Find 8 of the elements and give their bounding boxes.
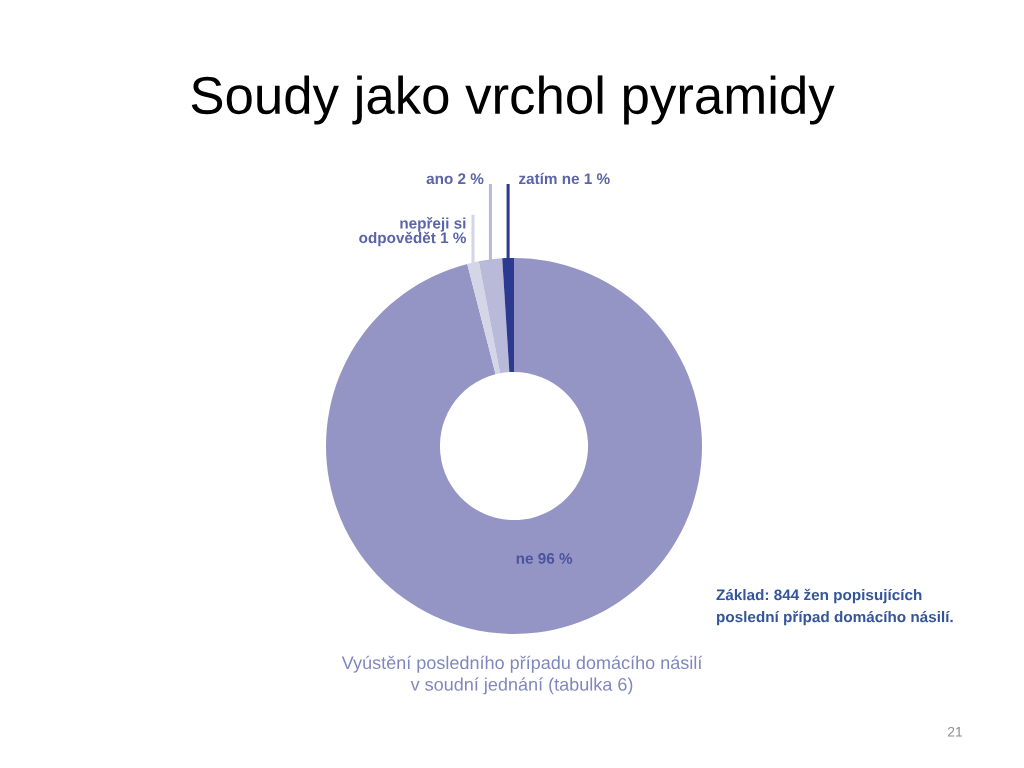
slice-label: ne 96 % xyxy=(516,553,573,564)
text: Vyústění posledního případu domácího násilí v soudní jednání (tabulka 6) xyxy=(341,655,703,695)
text: 21 xyxy=(947,726,963,737)
text: Základ: 844 žen popisujících poslední případ domácího násilí. xyxy=(716,588,953,626)
slice-label: zatím ne 1 % xyxy=(519,172,610,185)
slice-label: nepřeji si odpovědět 1 % xyxy=(359,217,467,247)
slice-label: ano 2 % xyxy=(426,173,484,185)
chart-title: Soudy jako vrchol pyramidy xyxy=(191,75,835,125)
